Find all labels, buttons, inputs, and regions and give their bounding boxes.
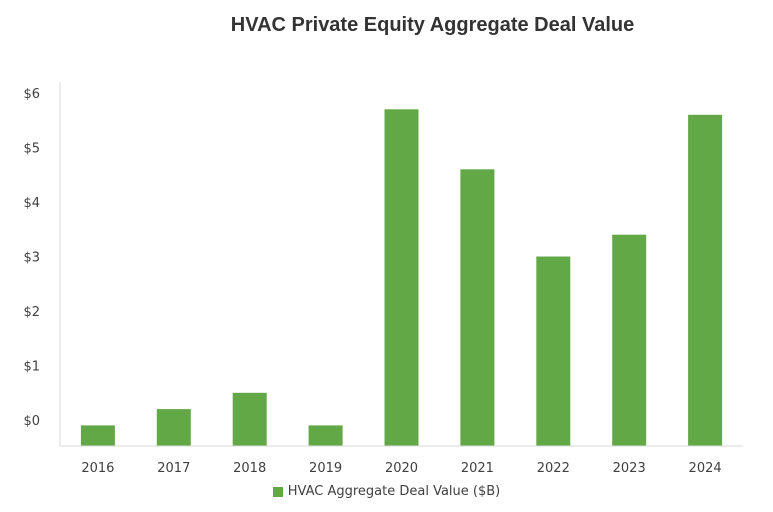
y-tick-label: $0: [23, 414, 40, 429]
bar-2023: [612, 234, 647, 446]
legend-label: HVAC Aggregate Deal Value ($B): [287, 484, 501, 499]
bar-2024: [688, 114, 723, 447]
y-tick-label: $4: [23, 196, 40, 211]
x-axis: 2016 2017 2018 2019 2020 2021 2022 2023 2024: [60, 445, 743, 476]
y-tick-label: $6: [23, 87, 40, 102]
bars: [80, 109, 723, 447]
x-tick-label: 2024: [689, 461, 722, 476]
x-tick-label: 2020: [385, 461, 418, 476]
y-axis: $0 $1 $2 $3 $4 $5 $6: [23, 82, 61, 446]
y-tick-label: $3: [23, 251, 40, 266]
bar-2018: [232, 392, 267, 447]
bar-2020: [384, 109, 419, 447]
chart-title: HVAC Private Equity Aggregate Deal Value: [230, 14, 635, 36]
x-tick-label: 2022: [537, 461, 570, 476]
bar-2017: [156, 409, 191, 446]
x-tick-label: 2021: [461, 461, 494, 476]
legend: HVAC Aggregate Deal Value ($B): [0, 484, 773, 499]
x-tick-label: 2019: [309, 461, 342, 476]
x-tick-label: 2016: [81, 461, 114, 476]
legend-swatch: [272, 486, 283, 497]
bar-2021: [460, 169, 495, 447]
y-tick-label: $2: [23, 305, 40, 320]
x-tick-label: 2017: [157, 461, 190, 476]
bar-2019: [308, 425, 343, 446]
y-tick-label: $1: [23, 360, 40, 375]
x-tick-label: 2023: [613, 461, 646, 476]
bar-2022: [536, 256, 571, 446]
x-tick-label: 2018: [233, 461, 266, 476]
bar-2016: [80, 425, 115, 446]
y-tick-label: $5: [23, 142, 40, 157]
